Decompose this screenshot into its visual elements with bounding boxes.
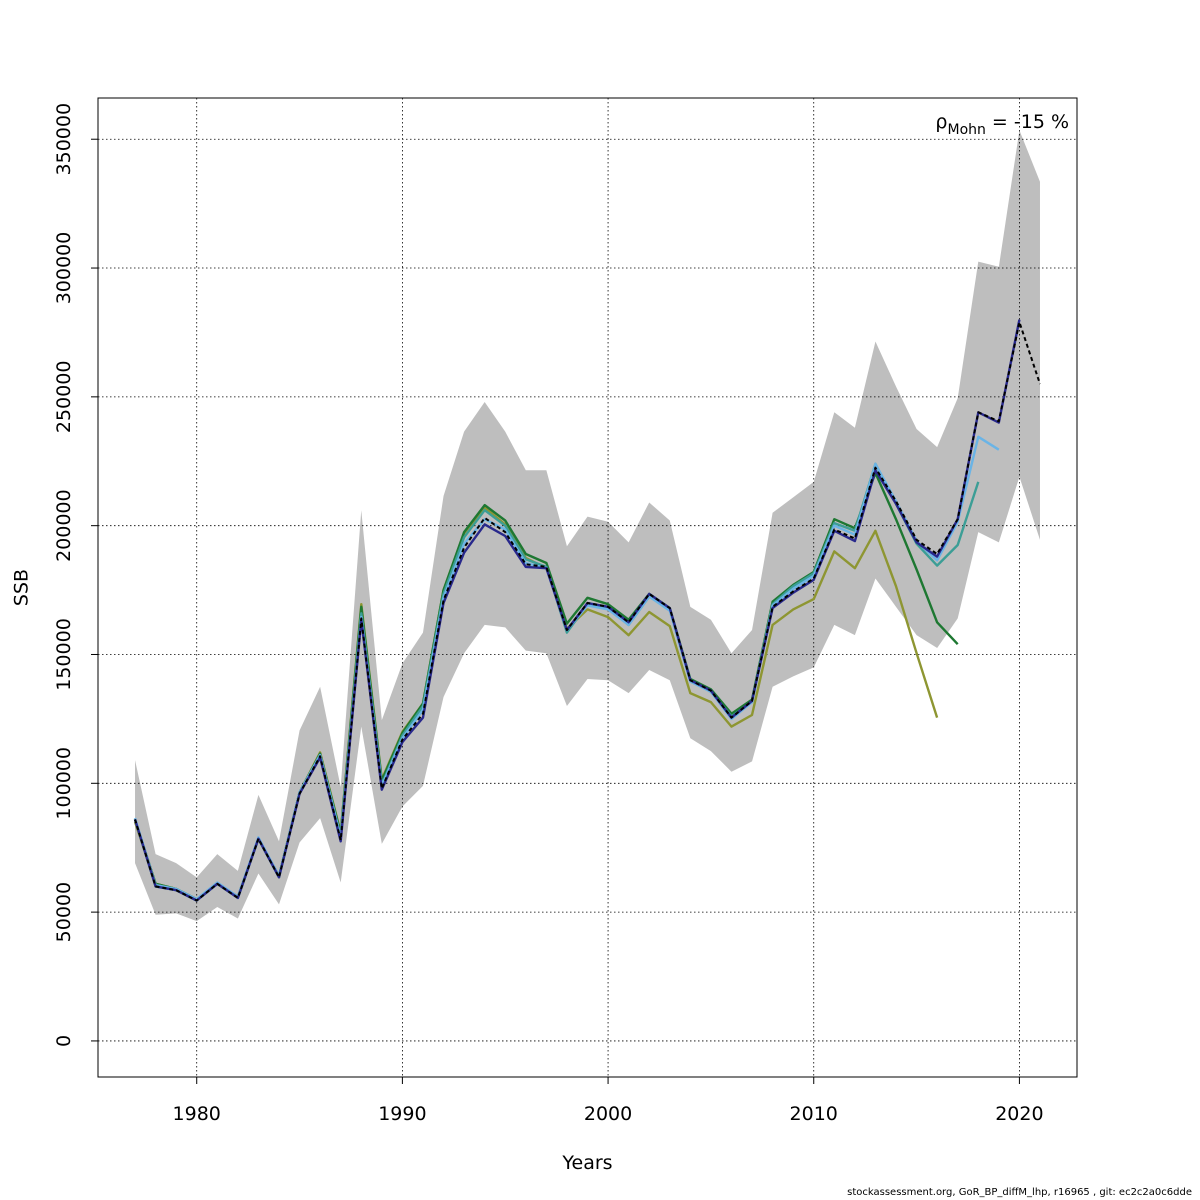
x-tick-label: 2000: [584, 1103, 632, 1125]
y-tick-label: 150000: [53, 618, 75, 691]
y-tick-label: 300000: [53, 232, 75, 305]
axis-layer: 1980 1990 2000 2010 2020 0 50000 100000 150000 20…: [53, 103, 1044, 1125]
y-tick-label: 200000: [53, 489, 75, 562]
series-layer: [133, 319, 1041, 902]
mohn-rho-value: = -15 %: [986, 111, 1069, 133]
y-tick-label: 100000: [53, 747, 75, 820]
plot-frame: [97, 97, 1078, 1078]
x-tick-label: 2010: [790, 1103, 838, 1125]
y-axis-title: SSB: [11, 569, 33, 606]
y-tick-label: 50000: [53, 882, 75, 942]
x-tick-label: 1980: [173, 1103, 221, 1125]
mohn-rho-subscript: Mohn: [947, 122, 985, 138]
mohn-rho-annotation: ρMohn = -15 %: [935, 111, 1069, 138]
footer-credit: stockassessment.org, GoR_BP_diffM_lhp, r…: [847, 1187, 1192, 1198]
x-axis-title: Years: [561, 1152, 612, 1174]
y-tick-label: 250000: [53, 361, 75, 434]
x-tick-label: 2020: [995, 1103, 1043, 1125]
grid-layer: [98, 98, 1077, 1077]
y-tick-label: 0: [53, 1035, 75, 1047]
mohn-rho-symbol: ρ: [935, 111, 947, 133]
y-tick-label: 350000: [53, 103, 75, 176]
ssb-line-base-run: [134, 321, 1041, 902]
x-tick-label: 1990: [378, 1103, 426, 1125]
